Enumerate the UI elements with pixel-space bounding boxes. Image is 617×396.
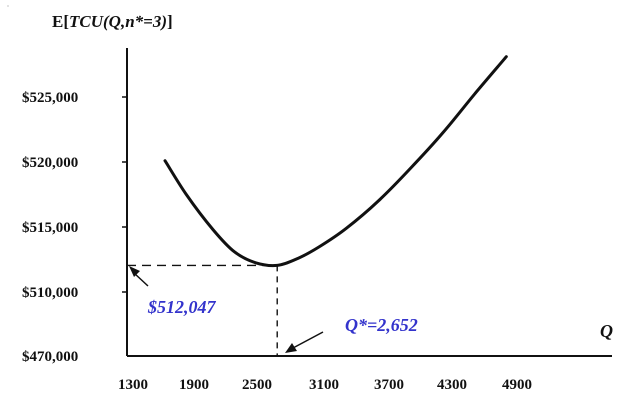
x-tick-label-3100: 3100 xyxy=(309,377,339,393)
q-star-arrow-shaft xyxy=(292,331,324,349)
y-axis-title-italic: TCU(Q,n*=3) xyxy=(69,12,167,31)
x-tick-label-1900: 1900 xyxy=(179,377,209,393)
min-cost-annotation: $512,047 xyxy=(147,297,217,317)
y-tick-label-470000: $470,000 xyxy=(22,349,78,365)
x-tick-label-2500: 2500 xyxy=(242,377,272,393)
x-tick-label-3700: 3700 xyxy=(374,377,404,393)
image-speck xyxy=(7,5,9,7)
y-tick-label-515000: $515,000 xyxy=(22,220,78,236)
y-tick-label-525000: $525,000 xyxy=(22,90,78,106)
q-star-annotation: Q*=2,652 xyxy=(345,315,418,335)
x-axis-title: Q xyxy=(600,321,613,341)
q-star-arrow xyxy=(285,331,324,353)
x-tick-label-1300: 1300 xyxy=(118,377,148,393)
y-tick-label-510000: $510,000 xyxy=(22,285,78,301)
cost-curve-line xyxy=(163,55,508,268)
min-cost-arrow-head xyxy=(129,266,140,277)
x-tick-label-4900: 4900 xyxy=(502,377,532,393)
y-tick-label-520000: $520,000 xyxy=(22,155,78,171)
min-cost-arrow xyxy=(129,266,149,287)
min-cost-arrow-shaft xyxy=(133,272,149,287)
y-axis-title-prefix: E[ xyxy=(52,12,69,31)
q-star-arrow-head xyxy=(285,343,297,353)
y-axis-title: E[TCU(Q,n*=3)] xyxy=(52,12,173,31)
y-axis-title-suffix: ] xyxy=(167,12,173,31)
x-tick-label-4300: 4300 xyxy=(437,377,467,393)
